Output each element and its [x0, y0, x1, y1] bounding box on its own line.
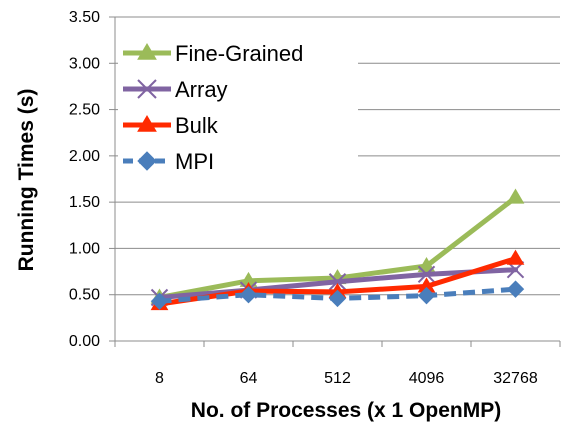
bulk-marker	[506, 249, 525, 265]
mpi-marker	[506, 280, 525, 298]
series-layer	[150, 188, 525, 311]
y-tick-label: 3.50	[69, 9, 100, 26]
x-tick-label: 64	[240, 370, 258, 387]
y-tick-label: 1.00	[69, 240, 100, 257]
y-tick-label: 3.00	[69, 55, 100, 72]
bulk-marker	[137, 115, 157, 132]
legend: Fine-Grained Array Bulk MPI	[118, 32, 358, 190]
array-marker	[137, 79, 157, 99]
legend-label: MPI	[175, 149, 214, 174]
legend-item-mpi: MPI	[123, 149, 214, 174]
y-tick-label: 2.50	[69, 102, 100, 119]
series-mpi	[150, 280, 525, 310]
tick-labels: 0.00 0.50 1.00 1.50 2.00 2.50 3.00 3.50 8 64 512 40…	[69, 9, 538, 387]
array-marker	[328, 273, 347, 291]
y-tick-label: 1.50	[69, 194, 100, 211]
legend-item-fine-grained: Fine-Grained	[123, 41, 303, 66]
y-tick-label: 0.50	[69, 287, 100, 304]
x-axis-title: No. of Processes (x 1 OpenMP)	[191, 399, 501, 422]
array-marker	[417, 265, 436, 284]
legend-label: Bulk	[175, 113, 219, 138]
fine-grained-marker	[137, 43, 157, 60]
y-tick-label: 0.00	[69, 333, 100, 350]
y-axis-title: Running Times (s)	[15, 89, 38, 272]
x-tick-label: 32768	[493, 370, 538, 387]
x-tick-label: 512	[324, 370, 351, 387]
x-tick-label: 8	[155, 370, 164, 387]
mpi-marker	[239, 286, 258, 304]
legend-background	[118, 32, 358, 190]
fine-grained-marker	[417, 257, 436, 273]
fine-grained-marker	[506, 188, 525, 204]
mpi-marker	[417, 286, 436, 305]
mpi-marker	[328, 289, 347, 308]
mpi-marker	[137, 151, 157, 171]
legend-label: Fine-Grained	[175, 41, 303, 66]
axes	[109, 16, 561, 347]
mpi-marker	[150, 292, 169, 310]
legend-label: Array	[175, 77, 228, 102]
x-tick-label: 4096	[409, 370, 445, 387]
y-tick-label: 2.00	[69, 148, 100, 165]
legend-item-bulk: Bulk	[123, 113, 219, 138]
legend-item-array: Array	[123, 77, 228, 102]
